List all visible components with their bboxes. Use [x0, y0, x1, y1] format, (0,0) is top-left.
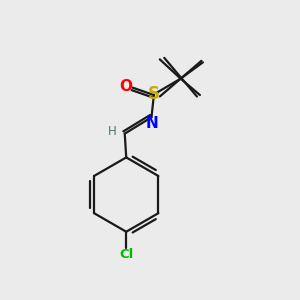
- Text: N: N: [146, 116, 158, 131]
- Text: Cl: Cl: [119, 248, 133, 260]
- Text: O: O: [119, 79, 132, 94]
- Text: H: H: [108, 125, 117, 138]
- Text: S: S: [148, 85, 160, 103]
